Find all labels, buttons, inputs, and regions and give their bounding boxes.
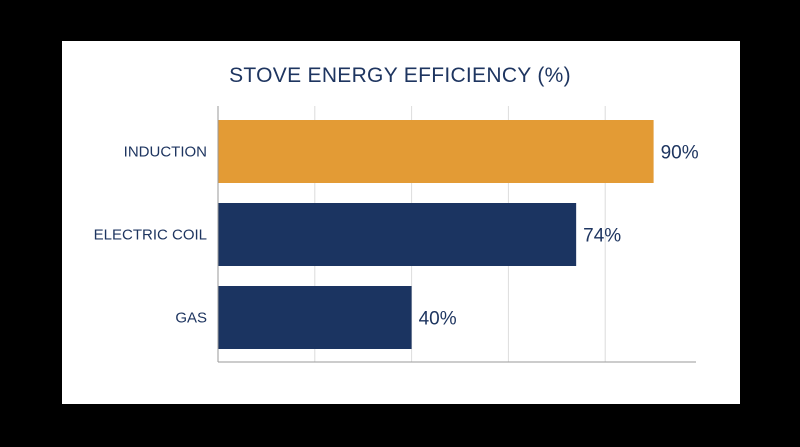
bars [218,120,654,349]
value-label: 40% [419,309,457,330]
value-labels: 90% 74% 40% [419,143,699,330]
chart-title: STOVE ENERGY EFFICIENCY (%) [229,64,571,87]
value-label: 90% [661,143,699,164]
bar-gas [218,286,412,349]
category-label: INDUCTION [124,144,207,161]
bar-electric-coil [218,203,577,266]
category-label: GAS [175,310,207,327]
value-label: 74% [583,226,621,247]
bar-induction [218,120,654,183]
category-label: ELECTRIC COIL [94,227,207,244]
category-labels: INDUCTION ELECTRIC COIL GAS [94,144,207,327]
